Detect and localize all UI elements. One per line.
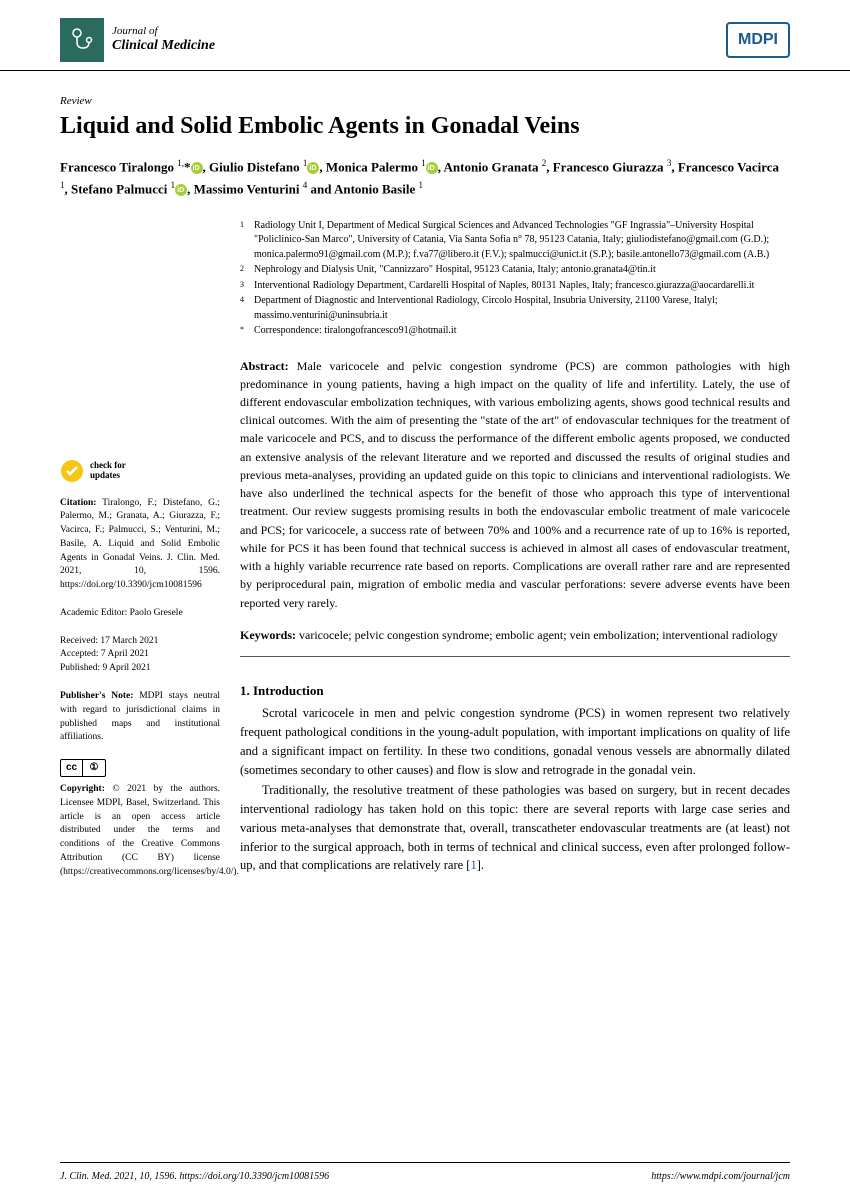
article-body: 1Radiology Unit I, Department of Medical… <box>240 219 790 894</box>
sidebar: check for updates Citation: Tiralongo, F… <box>60 219 220 894</box>
citation-block: Citation: Tiralongo, F.; Distefano, G.; … <box>60 497 220 593</box>
affiliation-row: 2Nephrology and Dialysis Unit, "Cannizza… <box>240 263 790 278</box>
copyright-block: cc① Copyright: © 2021 by the authors. Li… <box>60 759 220 879</box>
journal-name-top: Journal of <box>112 25 215 38</box>
abstract-label: Abstract: <box>240 359 289 373</box>
affiliation-row: 4Department of Diagnostic and Interventi… <box>240 294 790 323</box>
publisher-note-block: Publisher's Note: MDPI stays neutral wit… <box>60 690 220 745</box>
article-title: Liquid and Solid Embolic Agents in Gonad… <box>60 112 790 141</box>
section-heading-1: 1. Introduction <box>240 681 790 701</box>
journal-logo-icon <box>60 18 104 62</box>
affiliation-row: 1Radiology Unit I, Department of Medical… <box>240 219 790 263</box>
intro-para-1: Scrotal varicocele in men and pelvic con… <box>240 704 790 779</box>
journal-name: Journal of Clinical Medicine <box>112 25 215 55</box>
authors-list: Francesco Tiralongo 1,*, Giulio Distefan… <box>60 156 790 200</box>
affiliation-row: 3Interventional Radiology Department, Ca… <box>240 279 790 294</box>
editor-label: Academic Editor: <box>60 608 130 618</box>
footer-left: J. Clin. Med. 2021, 10, 1596. https://do… <box>60 1169 329 1184</box>
affiliations: 1Radiology Unit I, Department of Medical… <box>240 219 790 339</box>
date-accepted: Accepted: 7 April 2021 <box>60 648 220 662</box>
publisher-badge[interactable]: MDPI <box>726 22 790 58</box>
footer-right[interactable]: https://www.mdpi.com/journal/jcm <box>651 1169 790 1184</box>
citation-text: Tiralongo, F.; Distefano, G.; Palermo, M… <box>60 498 220 591</box>
editor-block: Academic Editor: Paolo Gresele <box>60 607 220 621</box>
editor-name: Paolo Gresele <box>130 608 183 618</box>
check-updates[interactable]: check for updates <box>60 459 220 483</box>
journal-name-bottom: Clinical Medicine <box>112 38 215 55</box>
keywords-text: varicocele; pelvic congestion syndrome; … <box>296 628 778 642</box>
keywords: Keywords: varicocele; pelvic congestion … <box>240 626 790 657</box>
affiliation-row: *Correspondence: tiralongofrancesco91@ho… <box>240 324 790 339</box>
abstract: Abstract: Male varicocele and pelvic con… <box>240 357 790 612</box>
page-footer: J. Clin. Med. 2021, 10, 1596. https://do… <box>60 1162 790 1184</box>
cc-license-icon: cc① <box>60 759 106 777</box>
date-published: Published: 9 April 2021 <box>60 662 220 676</box>
abstract-text: Male varicocele and pelvic congestion sy… <box>240 359 790 610</box>
intro-para-2: Traditionally, the resolutive treatment … <box>240 781 790 875</box>
para2-text-a: Traditionally, the resolutive treatment … <box>240 783 790 872</box>
journal-header: Journal of Clinical Medicine MDPI <box>0 0 850 71</box>
main-content: Review Liquid and Solid Embolic Agents i… <box>0 93 850 893</box>
journal-logo: Journal of Clinical Medicine <box>60 18 215 62</box>
citation-label: Citation: <box>60 498 96 508</box>
para2-text-b: ]. <box>477 858 484 872</box>
check-updates-label: check for updates <box>90 461 126 481</box>
pubnote-label: Publisher's Note: <box>60 691 133 701</box>
keywords-label: Keywords: <box>240 628 296 642</box>
copyright-text: © 2021 by the authors. Licensee MDPI, Ba… <box>60 784 239 877</box>
check-updates-icon <box>60 459 84 483</box>
date-received: Received: 17 March 2021 <box>60 635 220 649</box>
dates-block: Received: 17 March 2021 Accepted: 7 Apri… <box>60 635 220 676</box>
copyright-label: Copyright: <box>60 784 105 794</box>
article-type: Review <box>60 93 790 110</box>
